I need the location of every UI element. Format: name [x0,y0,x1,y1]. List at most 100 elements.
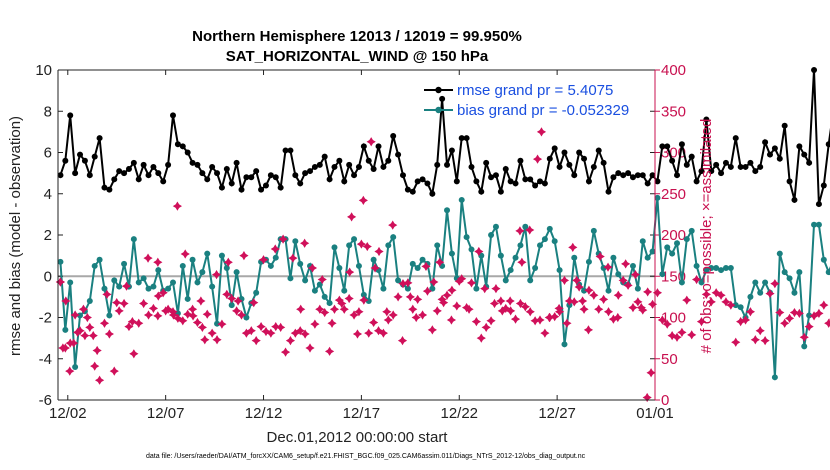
obs-count-marker [58,343,68,353]
obs-count-marker [347,212,357,222]
bias-data-point [468,246,475,253]
rmse-data-point [96,135,103,142]
obs-count-marker [339,304,349,314]
obs-count-marker [540,328,550,338]
obs-count-marker [422,286,433,296]
obs-count-marker [535,315,545,325]
obs-count-marker [554,303,564,314]
obs-count-marker [310,319,320,329]
legend-rmse-swatch-marker [435,86,442,94]
obs-count-marker [232,306,242,316]
bias-data-point [678,279,685,286]
obs-count-marker [501,303,511,314]
obs-count-marker [745,307,756,317]
rmse-data-point [806,159,813,166]
obs-count-marker [638,305,648,315]
rmse-data-point [654,178,661,185]
obs-count-marker [378,328,389,338]
rmse-data-point [228,180,235,187]
bias-data-point [106,312,113,319]
obs-count-marker [804,321,814,332]
bias-data-point [669,250,676,257]
chart-title: Northern Hemisphere 12013 / 12019 = 99.9… [192,28,522,45]
bias-data-point [815,221,822,228]
obs-count-marker [94,375,105,385]
rmse-data-point [566,161,573,168]
bias-data-point [654,194,661,201]
y-left-tick-label: 0 [44,268,52,285]
rmse-data-point [262,182,269,189]
rmse-data-point [238,186,245,193]
obs-count-marker [344,293,354,304]
rmse-data-point [752,168,759,175]
obs-count-marker [161,306,171,316]
rmse-data-point [678,141,685,148]
obs-count-marker [374,246,384,257]
bias-data-point [615,271,622,278]
rmse-data-point [204,176,211,183]
bias-data-point [155,267,162,274]
y-axis-label-right: # of obs: o=possible; ×=assimilated [698,119,715,354]
rmse-data-point [801,151,808,158]
y-left-tick-label: 4 [44,186,52,203]
obs-count-marker [481,322,491,332]
bias-data-point [644,254,651,261]
bias-data-point [757,289,764,296]
bias-data-point [370,256,377,263]
rmse-data-point [703,116,710,123]
rmse-data-point [439,95,446,102]
rmse-data-point [517,157,524,164]
bias-data-point [404,285,411,292]
bias-data-point [209,283,216,290]
obs-count-marker [393,292,403,302]
bias-data-point [311,287,318,294]
obs-count-marker [497,306,507,316]
obs-count-marker [809,311,819,321]
rmse-data-point [341,178,348,185]
obs-count-marker [271,321,281,332]
bias-data-point [419,256,426,263]
obs-count-marker [628,303,638,313]
rmse-data-point [399,172,406,179]
obs-count-marker [408,304,418,314]
bias-data-point [727,265,734,271]
rmse-data-point [625,170,632,177]
obs-count-marker [446,315,457,325]
rmse-data-point [698,168,705,175]
obs-count-marker [104,329,114,339]
obs-count-marker [646,368,656,378]
obs-count-marker [525,307,535,317]
obs-count-marker [662,319,672,329]
y-right-tick-label: 50 [661,351,678,368]
rmse-data-point [336,157,343,164]
obs-count-marker [153,311,163,321]
obs-count-marker [824,318,830,328]
obs-count-marker [270,244,280,254]
obs-count-marker [80,331,90,341]
obs-count-marker [153,257,163,267]
obs-count-marker [102,289,112,299]
obs-count-marker [780,318,790,328]
bias-data-point [703,267,710,274]
rmse-data-point [581,155,588,162]
rmse-data-point [747,159,754,166]
obs-count-marker [241,328,251,338]
x-tick-label: 12/27 [538,405,576,422]
rmse-data-point [639,172,646,179]
obs-count-marker [69,338,79,348]
bias-data-point [458,196,465,203]
obs-count-marker [266,328,276,338]
rmse-data-point [351,172,358,179]
obs-count-marker [677,327,687,337]
rmse-data-point [786,178,793,185]
bias-data-point [649,248,656,255]
chart-subtitle: SAT_HORIZONTAL_WIND @ 150 hPa [226,48,489,65]
bias-data-point [204,250,211,257]
obs-count-marker [315,304,325,314]
rmse-data-point [409,188,416,195]
bias-data-point [502,277,509,284]
rmse-data-point [488,174,495,181]
rmse-data-point [674,172,681,179]
obs-count-marker [383,315,393,325]
obs-count-marker [532,154,543,164]
